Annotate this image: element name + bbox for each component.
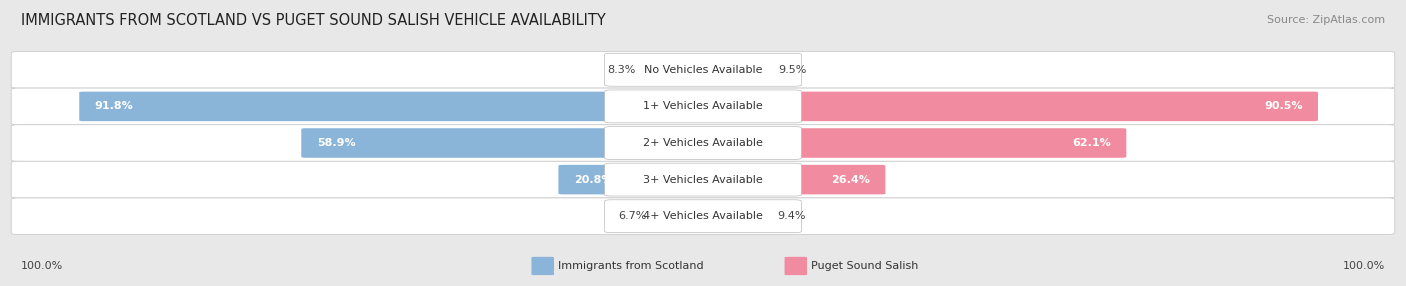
Text: 90.5%: 90.5% — [1264, 102, 1302, 111]
FancyBboxPatch shape — [605, 163, 801, 196]
Text: 6.7%: 6.7% — [619, 211, 647, 221]
Text: 8.3%: 8.3% — [607, 65, 636, 75]
FancyBboxPatch shape — [11, 88, 1395, 125]
Text: 26.4%: 26.4% — [831, 175, 870, 184]
FancyBboxPatch shape — [605, 200, 801, 233]
Text: 58.9%: 58.9% — [316, 138, 356, 148]
Text: Puget Sound Salish: Puget Sound Salish — [811, 261, 918, 271]
FancyBboxPatch shape — [699, 55, 772, 85]
FancyBboxPatch shape — [699, 165, 886, 194]
Text: 2+ Vehicles Available: 2+ Vehicles Available — [643, 138, 763, 148]
Text: 62.1%: 62.1% — [1073, 138, 1111, 148]
FancyBboxPatch shape — [11, 51, 1395, 88]
Text: 3+ Vehicles Available: 3+ Vehicles Available — [643, 175, 763, 184]
Text: 91.8%: 91.8% — [94, 102, 134, 111]
FancyBboxPatch shape — [11, 125, 1395, 161]
FancyBboxPatch shape — [654, 201, 707, 231]
Text: 1+ Vehicles Available: 1+ Vehicles Available — [643, 102, 763, 111]
FancyBboxPatch shape — [531, 257, 554, 275]
FancyBboxPatch shape — [785, 257, 807, 275]
Text: 100.0%: 100.0% — [21, 261, 63, 271]
Text: Source: ZipAtlas.com: Source: ZipAtlas.com — [1267, 15, 1385, 25]
FancyBboxPatch shape — [699, 201, 770, 231]
Text: Immigrants from Scotland: Immigrants from Scotland — [558, 261, 704, 271]
FancyBboxPatch shape — [699, 92, 1317, 121]
Text: 9.5%: 9.5% — [779, 65, 807, 75]
FancyBboxPatch shape — [605, 53, 801, 86]
Text: No Vehicles Available: No Vehicles Available — [644, 65, 762, 75]
FancyBboxPatch shape — [558, 165, 707, 194]
FancyBboxPatch shape — [11, 198, 1395, 235]
FancyBboxPatch shape — [643, 55, 707, 85]
FancyBboxPatch shape — [605, 90, 801, 123]
FancyBboxPatch shape — [699, 128, 1126, 158]
Text: 20.8%: 20.8% — [574, 175, 613, 184]
FancyBboxPatch shape — [605, 127, 801, 159]
FancyBboxPatch shape — [11, 161, 1395, 198]
FancyBboxPatch shape — [301, 128, 707, 158]
FancyBboxPatch shape — [79, 92, 707, 121]
Text: 4+ Vehicles Available: 4+ Vehicles Available — [643, 211, 763, 221]
Text: 100.0%: 100.0% — [1343, 261, 1385, 271]
Text: 9.4%: 9.4% — [778, 211, 806, 221]
Text: IMMIGRANTS FROM SCOTLAND VS PUGET SOUND SALISH VEHICLE AVAILABILITY: IMMIGRANTS FROM SCOTLAND VS PUGET SOUND … — [21, 13, 606, 27]
